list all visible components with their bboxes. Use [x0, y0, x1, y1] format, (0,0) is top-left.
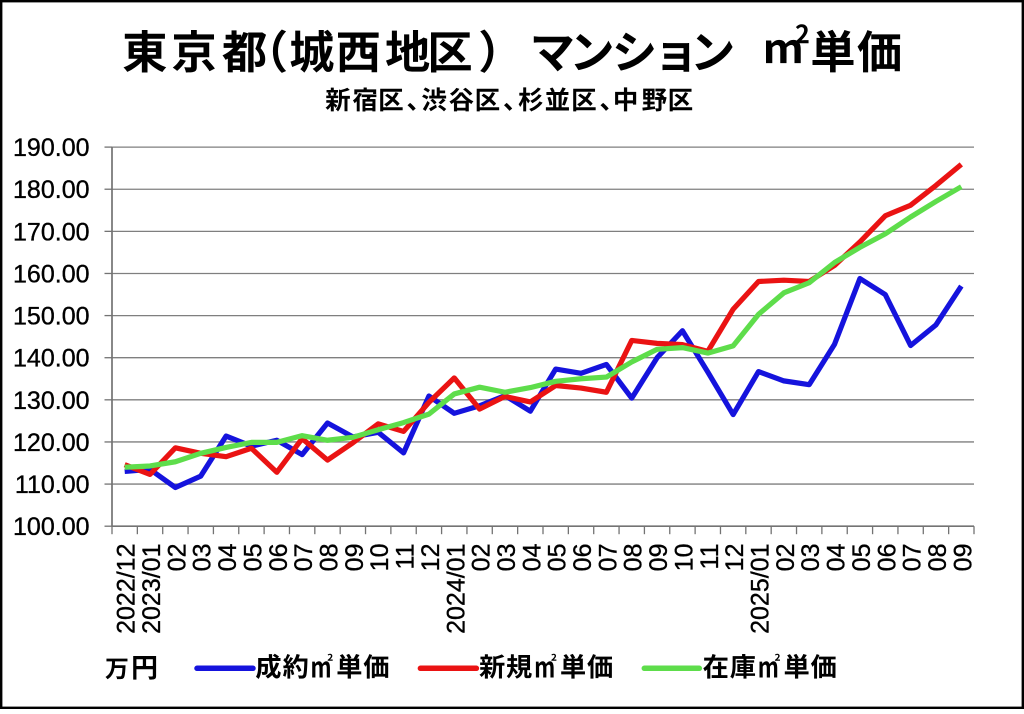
svg-text:03: 03	[797, 544, 825, 572]
svg-text:05: 05	[239, 544, 267, 572]
svg-text:03: 03	[189, 544, 217, 572]
svg-text:110.00: 110.00	[15, 471, 90, 499]
svg-text:09: 09	[949, 544, 977, 572]
svg-text:120.00: 120.00	[13, 429, 89, 457]
svg-text:170.00: 170.00	[13, 218, 89, 246]
svg-text:08: 08	[924, 544, 952, 572]
svg-text:2022/12: 2022/12	[113, 544, 141, 634]
svg-text:10: 10	[670, 544, 698, 572]
svg-text:06: 06	[873, 544, 901, 572]
svg-text:02: 02	[468, 544, 496, 572]
svg-text:180.00: 180.00	[13, 176, 89, 204]
svg-text:06: 06	[265, 544, 293, 572]
svg-text:11: 11	[696, 544, 724, 570]
svg-text:09: 09	[645, 544, 673, 572]
svg-text:03: 03	[493, 544, 521, 572]
svg-text:04: 04	[214, 543, 242, 571]
svg-text:08: 08	[316, 544, 344, 572]
svg-text:12: 12	[721, 544, 749, 572]
svg-text:2025/01: 2025/01	[747, 544, 775, 634]
svg-text:04: 04	[823, 543, 851, 571]
svg-text:02: 02	[772, 544, 800, 572]
svg-text:05: 05	[848, 544, 876, 572]
svg-text:130.00: 130.00	[13, 387, 89, 415]
svg-text:11: 11	[392, 544, 420, 570]
svg-text:2023/01: 2023/01	[138, 544, 166, 634]
svg-text:09: 09	[341, 544, 369, 572]
svg-text:190.00: 190.00	[13, 134, 89, 162]
svg-text:150.00: 150.00	[13, 303, 89, 331]
svg-text:10: 10	[366, 544, 394, 572]
svg-text:140.00: 140.00	[13, 345, 89, 373]
svg-text:160.00: 160.00	[13, 260, 89, 288]
svg-text:08: 08	[620, 544, 648, 572]
svg-text:2024/01: 2024/01	[442, 544, 470, 634]
svg-text:04: 04	[518, 543, 546, 571]
svg-text:02: 02	[163, 544, 191, 572]
svg-text:07: 07	[899, 544, 927, 572]
svg-text:100.00: 100.00	[13, 513, 89, 541]
svg-text:06: 06	[569, 544, 597, 572]
svg-text:07: 07	[290, 544, 318, 572]
svg-text:05: 05	[544, 544, 572, 572]
svg-text:07: 07	[594, 544, 622, 572]
svg-text:12: 12	[417, 544, 445, 572]
